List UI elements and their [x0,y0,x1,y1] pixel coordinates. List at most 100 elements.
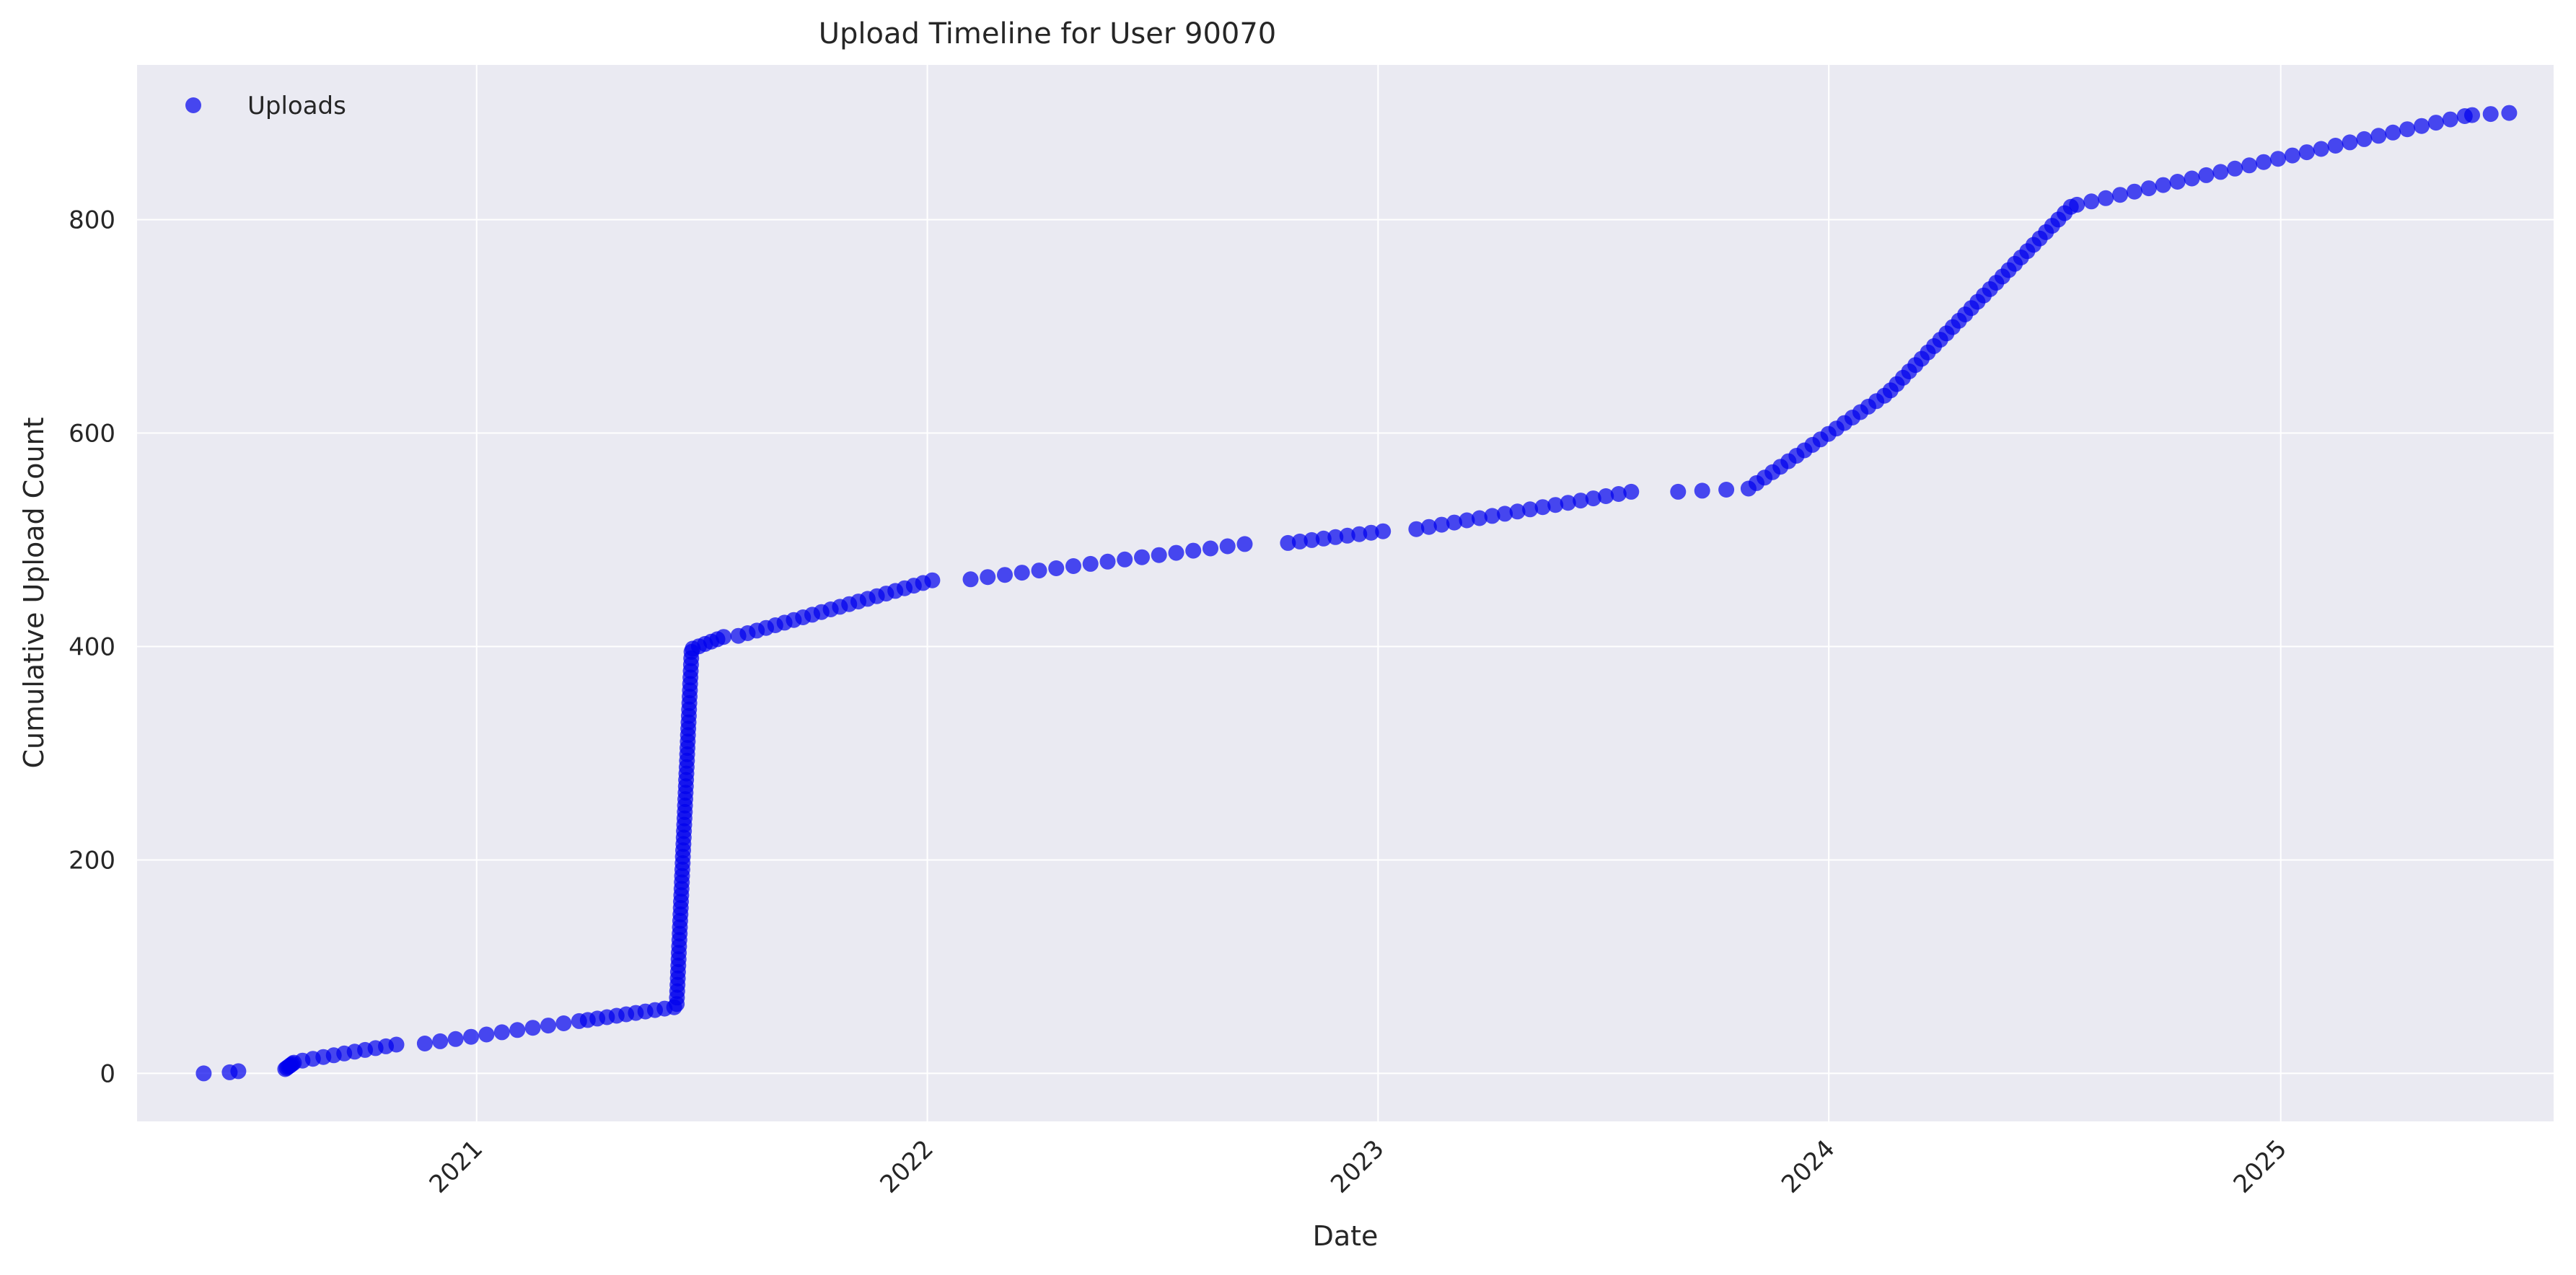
data-point [1014,565,1030,581]
data-point [2482,106,2499,123]
data-point [1534,499,1551,516]
x-tick-label: 2025 [2228,1134,2293,1199]
data-point [1185,542,1202,559]
data-point [1623,483,1640,500]
data-point [2356,131,2373,147]
data-point [1099,553,1116,570]
data-point [2464,107,2480,123]
data-point [540,1018,556,1034]
legend-label: Uploads [247,92,346,120]
x-tick-labels: 2021 2022 2023 2024 2025 [424,1134,2293,1199]
data-point [195,1065,212,1082]
data-point [2083,193,2100,210]
data-point [997,567,1013,583]
data-point [1327,529,1344,545]
data-point [1610,486,1627,502]
data-point [1304,531,1320,548]
y-tick-label: 600 [69,420,115,449]
data-point [2414,118,2430,134]
data-point [1203,540,1218,557]
data-point [524,1020,541,1036]
data-point [493,1024,510,1041]
data-point [1459,512,1475,529]
data-point [1547,497,1564,513]
data-point [1117,551,1133,568]
data-point [463,1028,479,1045]
data-point [432,1033,449,1049]
data-point [2501,105,2518,121]
data-point [1598,488,1614,504]
data-point [980,569,996,586]
data-point [1351,526,1368,542]
data-point [2069,196,2085,213]
data-point [388,1036,405,1053]
data-point [2313,141,2329,157]
data-point [478,1026,495,1043]
data-point [1291,533,1308,550]
data-point [1408,521,1425,537]
data-points [195,105,2518,1082]
y-tick-label: 800 [69,206,115,235]
y-tick-labels: 0 200 400 600 800 [69,206,115,1089]
data-point [2198,167,2215,183]
data-point [1560,495,1576,511]
data-point [416,1036,433,1051]
legend: Uploads [185,92,346,120]
data-point [1694,482,1710,499]
data-point [2427,115,2444,131]
data-point [2112,187,2128,203]
data-point [1472,510,1487,526]
data-point [2370,128,2387,144]
data-point [2155,177,2171,193]
y-axis-label: Cumulative Upload Count [18,417,50,768]
data-point [2098,190,2114,206]
data-point [2169,174,2186,190]
data-point [1585,490,1601,507]
data-point [1031,562,1047,579]
x-tick-label: 2022 [874,1134,938,1199]
chart-title: Upload Timeline for User 90070 [819,17,1277,50]
data-point [2399,121,2416,138]
data-point [2227,160,2243,177]
data-point [1168,544,1184,561]
data-point [1363,524,1379,541]
data-point [1339,527,1355,544]
data-point [1315,530,1332,547]
data-point [1048,560,1065,576]
data-point [1375,523,1392,539]
data-point [2126,183,2142,200]
y-tick-label: 0 [100,1059,115,1088]
grid [137,65,2554,1121]
data-point [1497,506,1513,522]
data-point [1236,536,1253,552]
data-point [509,1022,526,1038]
data-point [1433,516,1450,533]
data-point [1573,493,1589,509]
data-point [1151,547,1167,563]
data-point [2442,111,2458,128]
data-point [2284,147,2300,164]
data-point [716,629,732,645]
data-point [1522,501,1539,518]
x-tick-label: 2023 [1325,1134,1389,1199]
data-point [2342,134,2358,151]
data-point [1484,508,1500,524]
data-point [1446,514,1462,531]
data-point [2140,180,2157,197]
x-tick-label: 2024 [1776,1134,1840,1199]
data-point [230,1063,247,1080]
data-point [1280,534,1296,551]
data-point [1509,503,1526,520]
data-point [2270,151,2286,167]
data-point [1420,519,1437,535]
x-tick-label: 2021 [424,1134,488,1199]
data-point [1219,538,1236,555]
data-point [2241,157,2258,174]
data-point [2385,124,2401,141]
data-point [2298,144,2315,161]
data-point [2327,138,2344,154]
data-point [2256,154,2272,170]
data-point [962,571,979,588]
y-tick-label: 400 [69,632,115,661]
data-point [555,1015,572,1031]
